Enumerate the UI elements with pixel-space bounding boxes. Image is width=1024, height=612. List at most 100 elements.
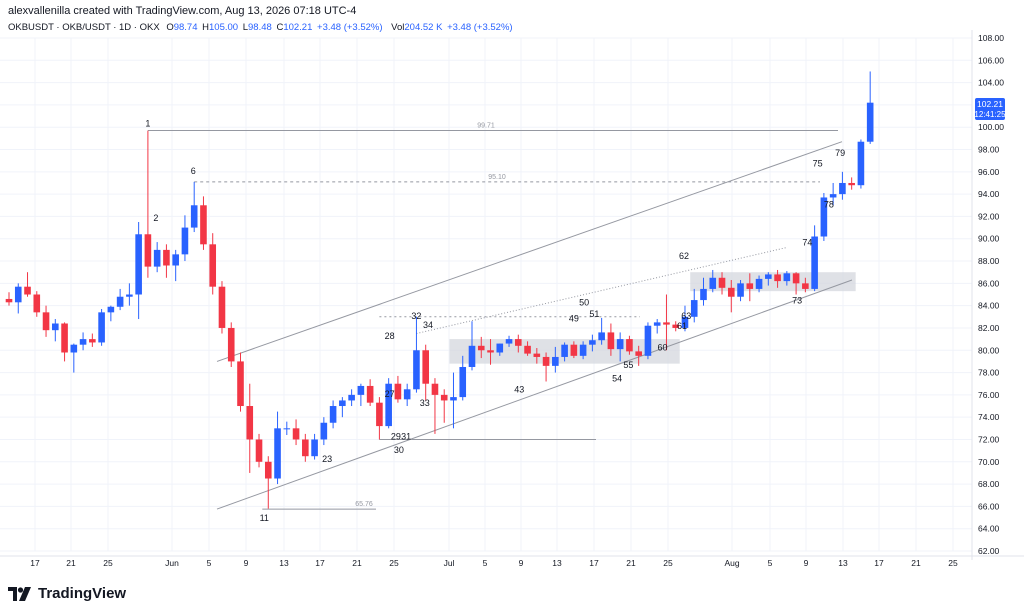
candle[interactable] (681, 305, 689, 332)
candle[interactable] (792, 272, 800, 295)
candle[interactable] (774, 269, 781, 288)
candle[interactable] (329, 400, 337, 429)
candle[interactable] (61, 322, 68, 362)
candle[interactable] (237, 352, 244, 412)
candle[interactable] (172, 249, 179, 282)
candle[interactable] (42, 305, 50, 337)
candle[interactable] (866, 71, 874, 144)
candle[interactable] (746, 273, 754, 302)
candle[interactable] (209, 233, 217, 295)
candle[interactable] (533, 348, 541, 364)
tradingview-logo[interactable]: TradingView (8, 585, 126, 602)
candle[interactable] (496, 343, 504, 356)
candle[interactable] (542, 352, 550, 382)
candle[interactable] (79, 332, 87, 351)
candle[interactable] (561, 342, 568, 362)
candle[interactable] (616, 332, 624, 362)
candle[interactable] (52, 319, 59, 342)
candle[interactable] (755, 275, 763, 293)
candle[interactable] (635, 345, 642, 366)
candle[interactable] (200, 196, 207, 250)
candle[interactable] (283, 421, 291, 436)
time-axis[interactable]: 17 21 25 Jun 5 9 13 17 21 25 Jul 5 9 13 17 21 25 Aug 5 9 13 1… (0, 555, 1024, 568)
candle[interactable] (70, 343, 78, 373)
candle[interactable] (218, 281, 226, 334)
candle[interactable] (255, 433, 263, 468)
candle[interactable] (468, 321, 476, 371)
candle[interactable] (589, 334, 596, 352)
candle[interactable] (320, 417, 328, 446)
candle[interactable] (700, 277, 707, 306)
candle[interactable] (422, 344, 429, 401)
candle[interactable] (477, 336, 485, 359)
candle[interactable] (403, 383, 411, 407)
candle[interactable] (487, 339, 494, 365)
candle[interactable] (348, 389, 355, 407)
candle[interactable] (394, 375, 402, 403)
candle[interactable] (579, 341, 587, 360)
candle[interactable] (459, 355, 467, 401)
candle[interactable] (135, 222, 142, 320)
candle[interactable] (302, 433, 309, 462)
candle[interactable] (552, 346, 559, 373)
candle[interactable] (89, 333, 96, 347)
candle[interactable] (515, 334, 522, 353)
candle[interactable] (144, 130, 152, 278)
candle[interactable] (839, 171, 846, 200)
candle[interactable] (505, 335, 513, 347)
candle[interactable] (690, 288, 698, 323)
candle[interactable] (190, 181, 198, 233)
candle[interactable] (292, 419, 300, 446)
candle[interactable] (227, 322, 235, 367)
candle[interactable] (264, 456, 272, 509)
candle[interactable] (181, 215, 189, 262)
candle[interactable] (709, 269, 717, 293)
candle[interactable] (376, 397, 383, 440)
candle[interactable] (14, 283, 22, 314)
candle[interactable] (570, 341, 578, 359)
wave-count-label: 27 (385, 389, 395, 399)
candle[interactable] (5, 292, 13, 306)
candle[interactable] (385, 378, 392, 429)
candle[interactable] (450, 372, 457, 429)
candle[interactable] (98, 308, 105, 346)
candle[interactable] (598, 317, 605, 345)
symbol-name[interactable]: OKBUSDT · OKB/USDT · 1D · OKX (8, 22, 160, 33)
candle[interactable] (440, 389, 448, 423)
candle[interactable] (311, 433, 318, 460)
price-axis[interactable]: 62.00 64.00 66.00 68.00 70.00 72.00 74.00 76.00… (971, 30, 1004, 560)
candle[interactable] (274, 411, 281, 485)
candle[interactable] (857, 139, 865, 189)
candle[interactable] (357, 383, 365, 407)
candle[interactable] (802, 277, 809, 293)
candle[interactable] (848, 177, 855, 190)
candle[interactable] (607, 323, 615, 356)
candle[interactable] (653, 319, 661, 334)
candle[interactable] (663, 294, 670, 351)
candle[interactable] (431, 378, 439, 434)
candle[interactable] (126, 283, 133, 306)
candle[interactable] (339, 397, 346, 418)
candle[interactable] (107, 305, 115, 322)
candle[interactable] (24, 272, 31, 297)
candle[interactable] (163, 244, 170, 278)
candle[interactable] (672, 321, 680, 332)
candle[interactable] (524, 341, 531, 356)
candle[interactable] (644, 322, 652, 360)
candle[interactable] (783, 271, 791, 286)
candle[interactable] (765, 272, 772, 286)
candle[interactable] (829, 182, 837, 206)
candle[interactable] (727, 280, 735, 313)
candle[interactable] (246, 383, 254, 473)
candle[interactable] (153, 242, 161, 273)
candle[interactable] (718, 272, 726, 295)
candle[interactable] (116, 288, 124, 311)
candle[interactable] (33, 291, 41, 317)
candle[interactable] (811, 225, 818, 292)
candle[interactable] (366, 379, 374, 407)
candle[interactable] (820, 193, 828, 241)
candle[interactable] (626, 335, 633, 355)
candle[interactable] (737, 280, 744, 302)
candle[interactable] (413, 316, 420, 393)
